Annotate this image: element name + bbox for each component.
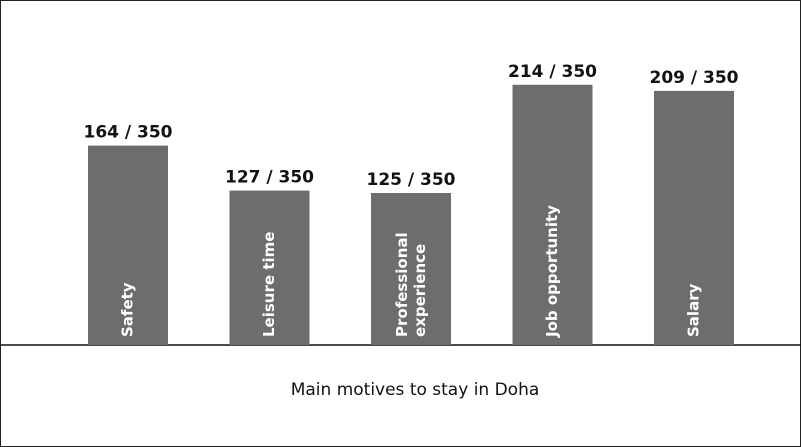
bar (512, 84, 593, 345)
value-label: 209 / 350 (649, 68, 738, 88)
value-label: 125 / 350 (366, 170, 455, 190)
category-label: Salary (685, 283, 703, 337)
category-label: Job opportunity (543, 205, 561, 338)
value-label: 214 / 350 (508, 62, 597, 82)
value-label: 164 / 350 (83, 123, 172, 143)
bar (654, 90, 734, 345)
category-label: Safety (119, 282, 137, 337)
value-label: 127 / 350 (225, 168, 314, 188)
bar (88, 145, 168, 345)
chart-title: Main motives to stay in Doha (291, 380, 540, 400)
bar (229, 190, 310, 345)
bar (371, 193, 451, 345)
category-label: Leisure time (260, 232, 278, 337)
category-label: Professional experience (393, 227, 429, 337)
